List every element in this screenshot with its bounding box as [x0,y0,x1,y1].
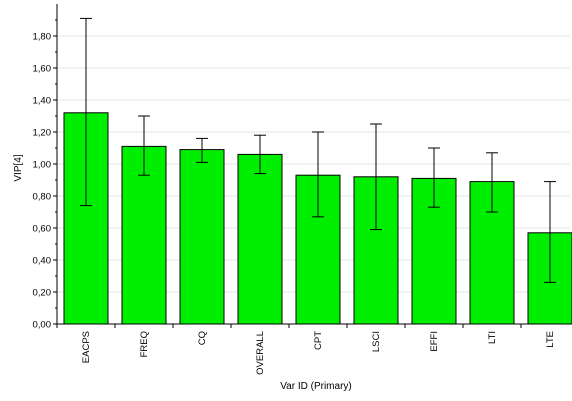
x-tick-label-lte: LTE [545,331,556,348]
error-bar-lti [486,152,498,213]
x-tick-label-cq: CQ [197,331,208,345]
error-bar-lsci [370,123,382,231]
x-tick-label-lti: LTI [487,331,498,344]
x-axis-label: Var ID (Primary) [280,381,351,392]
error-bar-overall [254,134,266,175]
axes [53,4,570,328]
y-tick-label: 0,60 [33,224,52,235]
x-tick-labels: EACPS FREQ CQ OVERALL CPT LSCI EFFI LTI LTE [81,331,556,375]
y-tick-label: 1,40 [33,96,52,107]
error-bars [80,17,556,283]
y-tick-label: 1,00 [33,160,52,171]
bar-cq [179,149,225,325]
x-tick-label-overall: OVERALL [255,331,266,375]
error-bar-effi [428,147,440,208]
y-tick-label: 0,00 [33,320,52,331]
x-tick-label-effi: EFFI [429,331,440,352]
error-bar-cpt [312,131,324,218]
bar-overall [237,153,283,325]
error-bar-lte [544,181,556,283]
error-bar-freq [138,115,150,176]
y-tick-label: 0,40 [33,256,52,267]
x-tick-label-freq: FREQ [139,331,150,357]
y-tick-label: 1,60 [33,64,52,75]
error-bar-eacps [80,17,92,207]
y-axis-label: VIP[4] [13,154,24,181]
y-tick-label: 0,20 [33,288,52,299]
error-bar-cq [196,137,208,163]
x-tick-label-eacps: EACPS [81,331,92,363]
y-tick-labels: 0,00 0,20 0,40 0,60 0,80 1,00 1,20 1,40 1,60 1,80 [33,32,52,331]
y-tick-label: 1,20 [33,128,52,139]
y-tick-label: 0,80 [33,192,52,203]
x-tick-label-lsci: LSCI [371,331,382,352]
x-tick-label-cpt: CPT [313,331,324,350]
y-tick-label: 1,80 [33,32,52,43]
